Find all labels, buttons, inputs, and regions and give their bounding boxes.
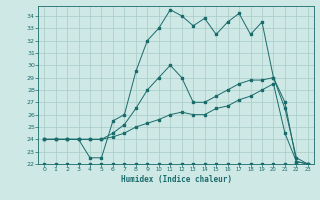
X-axis label: Humidex (Indice chaleur): Humidex (Indice chaleur): [121, 175, 231, 184]
